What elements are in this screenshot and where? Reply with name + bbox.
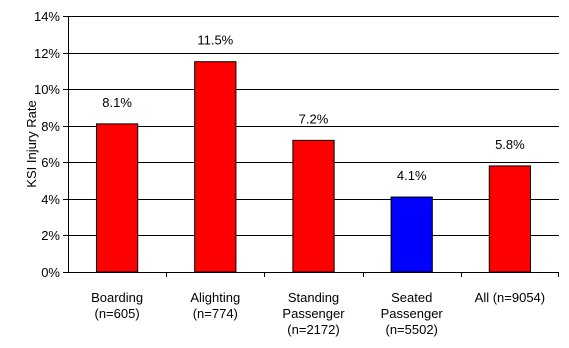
x-tick-label-line: Seated	[391, 290, 432, 305]
labels: 0% 2% 4% 6% 8% 10% 12% 14% 8.1% Boarding (n=605) 11…	[34, 9, 545, 337]
x-tick-label-line: All (n=9054)	[475, 290, 545, 305]
y-tick-label: 12%	[34, 46, 60, 61]
data-label: 5.8%	[495, 137, 525, 152]
x-tick-label: Boarding (n=605)	[91, 290, 143, 321]
x-tick-label-line: (n=605)	[95, 306, 140, 321]
y-tick-label: 4%	[41, 192, 60, 207]
x-tick-label: Seated Passenger (n=5502)	[381, 290, 444, 337]
x-tick-label-line: Alighting	[190, 290, 240, 305]
data-label: 4.1%	[397, 168, 427, 183]
x-tick-label-line: Passenger	[282, 306, 345, 321]
y-tick-label: 6%	[41, 155, 60, 170]
bar	[292, 139, 335, 273]
y-tick-label: 10%	[34, 82, 60, 97]
data-label: 11.5%	[197, 33, 233, 48]
bar	[488, 165, 532, 273]
y-tick-label: 14%	[34, 9, 60, 24]
bar	[390, 196, 433, 273]
x-tick-label-line: Passenger	[381, 306, 444, 321]
y-tick-label: 0%	[41, 265, 60, 280]
x-tick-label-line: (n=774)	[193, 306, 238, 321]
x-tick-label-line: (n=2172)	[287, 322, 339, 337]
x-tick-label-line: Standing	[288, 290, 339, 305]
bars	[95, 61, 532, 273]
x-tick-label-line: (n=5502)	[385, 322, 437, 337]
x-tick-label: Alighting (n=774)	[190, 290, 240, 321]
axes	[63, 16, 559, 277]
x-tick-label: Standing Passenger (n=2172)	[282, 290, 345, 337]
y-tick-label: 2%	[41, 228, 60, 243]
bar	[95, 123, 139, 273]
x-tick-label: All (n=9054)	[475, 290, 545, 305]
x-tick-label-line: Boarding	[91, 290, 143, 305]
y-tick-label: 8%	[41, 119, 60, 134]
data-label: 8.1%	[102, 95, 132, 110]
bar	[194, 61, 237, 273]
data-label: 7.2%	[299, 111, 329, 126]
y-axis-title: KSI Injury Rate	[24, 100, 39, 187]
